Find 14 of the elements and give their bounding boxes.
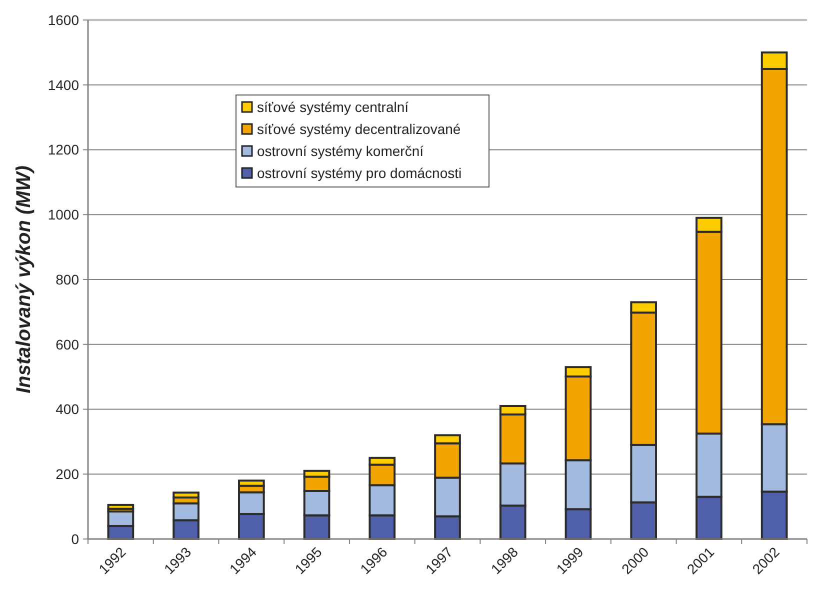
legend-label: síťové systémy centralní xyxy=(257,98,409,115)
y-tick-label: 200 xyxy=(56,466,80,482)
legend-label: síťové systémy decentralizované xyxy=(257,120,461,137)
legend-label: ostrovní systémy pro domácnosti xyxy=(257,164,462,181)
y-tick-label: 400 xyxy=(56,401,80,418)
y-tick-label: 0 xyxy=(71,530,80,547)
y-tick-label: 1400 xyxy=(48,76,80,93)
legend-label: ostrovní systémy komerční xyxy=(257,142,424,159)
y-tick-label: 1200 xyxy=(48,142,80,158)
y-tick-label: 600 xyxy=(56,336,80,352)
y-tick-label: 1600 xyxy=(48,12,80,28)
y-tick-label: 1000 xyxy=(48,206,80,223)
y-axis-title: Instalovaný výkon (MW) xyxy=(13,165,35,394)
y-tick-label: 800 xyxy=(56,271,80,288)
